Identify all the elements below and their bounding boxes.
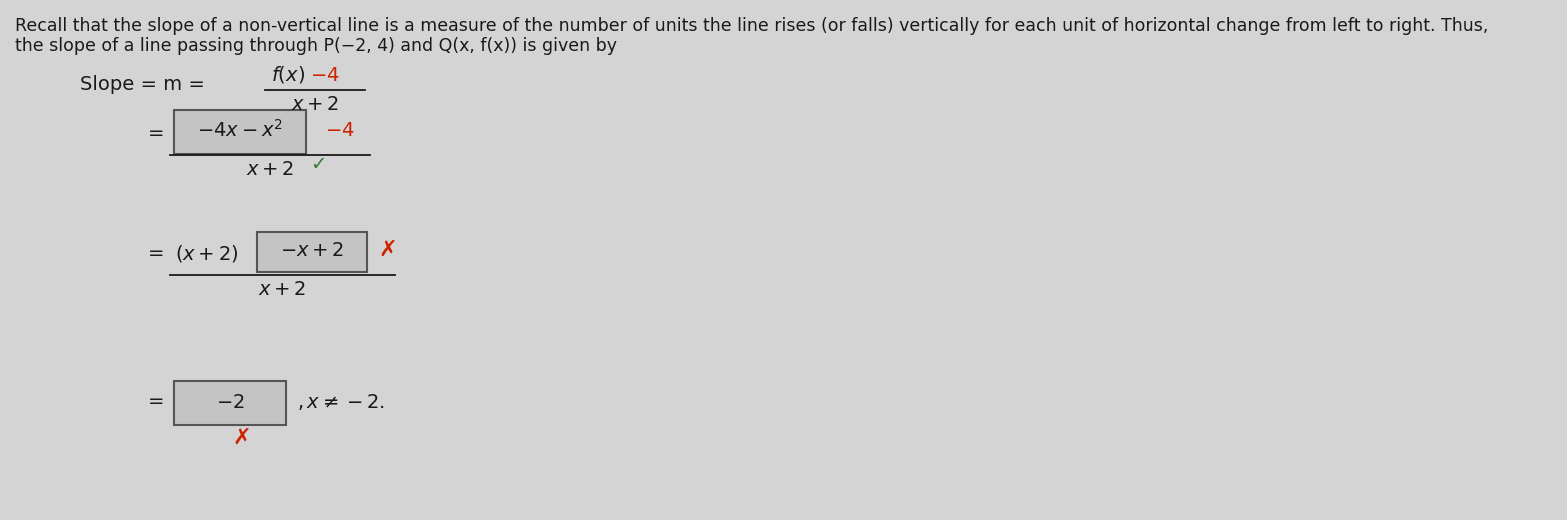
Text: $- 4$: $- 4$ [324, 121, 354, 139]
Text: ✗: ✗ [232, 428, 251, 448]
FancyBboxPatch shape [174, 110, 306, 154]
Text: $-2$: $-2$ [216, 393, 244, 411]
Text: ✓: ✓ [310, 155, 326, 174]
Text: $-4x - x^2$: $-4x - x^2$ [197, 119, 284, 141]
Text: $, x \neq -2.$: $, x \neq -2.$ [298, 392, 385, 412]
Text: $x + 2$: $x + 2$ [259, 280, 307, 299]
Text: =: = [147, 123, 165, 142]
Text: $x + 2$: $x + 2$ [246, 160, 295, 179]
Text: Slope = m =: Slope = m = [80, 74, 205, 94]
Text: ✗: ✗ [378, 240, 396, 260]
Text: =: = [147, 243, 165, 263]
Text: Recall that the slope of a non-vertical line is a measure of the number of units: Recall that the slope of a non-vertical … [16, 17, 1489, 35]
FancyBboxPatch shape [257, 232, 367, 272]
Text: $f(x)$: $f(x)$ [271, 64, 306, 85]
Text: $-x + 2$: $-x + 2$ [280, 241, 345, 261]
Text: $(x + 2)$: $(x + 2)$ [176, 242, 238, 264]
Text: $x + 2$: $x + 2$ [291, 95, 338, 114]
FancyBboxPatch shape [174, 381, 287, 425]
Text: the slope of a line passing through P(−2, 4) and Q(x, f(x)) is given by: the slope of a line passing through P(−2… [16, 37, 617, 55]
Text: $ - 4$: $ - 4$ [310, 66, 340, 85]
Text: =: = [147, 393, 165, 411]
